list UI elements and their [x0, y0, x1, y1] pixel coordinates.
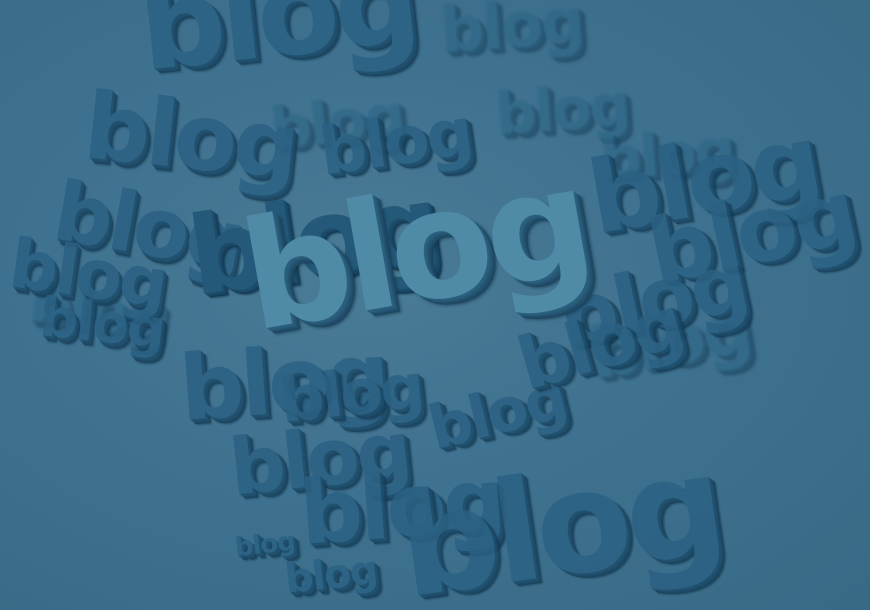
blog-word: blog [36, 285, 167, 361]
blog-word: blog [388, 423, 731, 610]
blog-word: blog [132, 0, 422, 99]
blog-word: blog [282, 547, 379, 603]
blog-word: blog [437, 0, 585, 67]
